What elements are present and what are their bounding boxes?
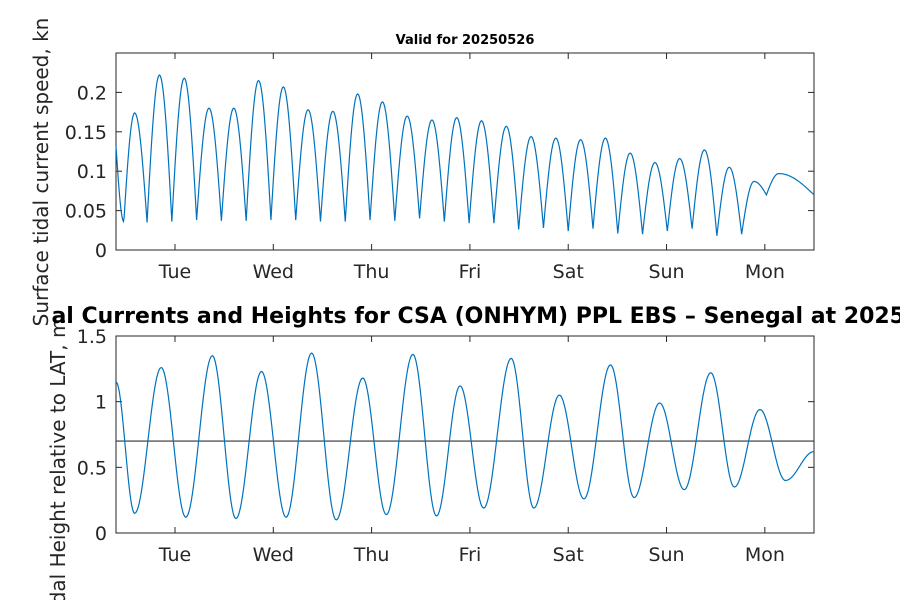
current-speed-y-ticks: 0 0.05 0.1 0.15 0.2: [65, 82, 814, 262]
tidal-height-x-tick-label: Sun: [648, 544, 684, 566]
current-speed-series-line: [115, 74, 815, 236]
tidal-height-y-ticks: 0 0.5 1 1.5: [77, 326, 814, 545]
main-figure-title: al Currents and Heights for CSA (ONHYM) …: [51, 304, 900, 329]
tidal-height-x-tick-label: Thu: [353, 544, 390, 566]
tidal-height-x-tick-label: Tue: [158, 544, 191, 566]
current-speed-y-axis-label: Surface tidal current speed, kn: [29, 18, 53, 327]
tidal-height-y-tick-label: 1: [95, 392, 107, 414]
tidal-height-x-tick-label: Sat: [553, 544, 584, 566]
tidal-height-panel: 0 0.5 1 1.5 Tue Wed Thu Fri Sat Sun Mon Tidal Hei…: [46, 319, 815, 600]
current-speed-x-tick-label: Mon: [745, 261, 785, 283]
tidal-height-x-tick-label: Fri: [459, 544, 482, 566]
tidal-height-series-line: [115, 352, 815, 521]
current-speed-y-tick-label: 0.1: [77, 161, 107, 183]
current-speed-x-tick-label: Fri: [459, 261, 482, 283]
current-speed-x-tick-label: Sun: [648, 261, 684, 283]
tidal-height-x-ticks: Tue Wed Thu Fri Sat Sun Mon: [158, 336, 785, 566]
tidal-height-x-tick-label: Mon: [745, 544, 785, 566]
current-speed-x-tick-label: Sat: [553, 261, 584, 283]
tidal-height-plot-area: [115, 335, 815, 534]
tidal-height-x-tick-label: Wed: [253, 544, 294, 566]
current-speed-y-tick-label: 0.2: [77, 82, 107, 104]
current-speed-title: Valid for 20250526: [396, 33, 535, 48]
current-speed-x-ticks: Tue Wed Thu Fri Sat Sun Mon: [158, 53, 785, 283]
current-speed-plot-area: [115, 52, 815, 251]
tidal-height-y-axis-label: Tidal Height relative to LAT, m: [46, 319, 70, 600]
current-speed-y-tick-label: 0.05: [65, 201, 107, 223]
current-speed-x-tick-label: Thu: [353, 261, 390, 283]
current-speed-y-tick-label: 0.15: [65, 122, 107, 144]
current-speed-panel: Valid for 20250526 0 0.05 0.1 0.15 0.2 Tue We…: [29, 18, 815, 327]
tidal-height-y-tick-label: 0.5: [77, 457, 107, 479]
tidal-height-y-tick-label: 0: [95, 523, 107, 545]
tidal-height-y-tick-label: 1.5: [77, 326, 107, 348]
current-speed-x-tick-label: Wed: [253, 261, 294, 283]
current-speed-y-tick-label: 0: [95, 240, 107, 262]
current-speed-x-tick-label: Tue: [158, 261, 191, 283]
